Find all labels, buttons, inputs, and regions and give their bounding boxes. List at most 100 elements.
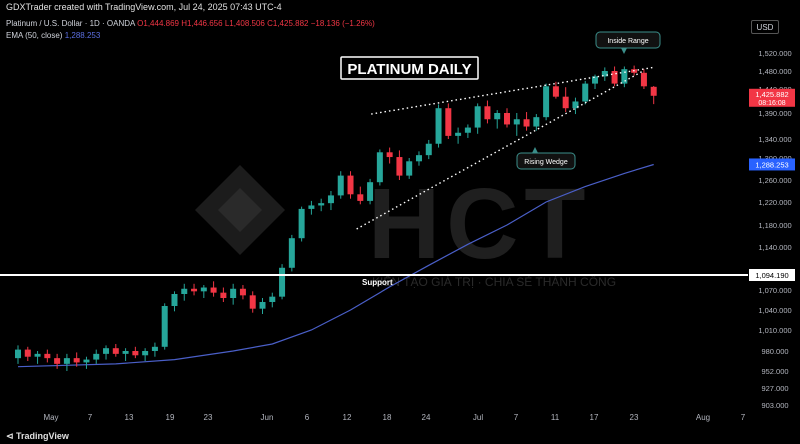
y-tick-label: 1,010.000 bbox=[758, 326, 791, 335]
candle-body bbox=[357, 194, 364, 201]
candle-body bbox=[523, 119, 530, 127]
symbol-legend: Platinum / U.S. Dollar · 1D · OANDA O1,4… bbox=[6, 19, 375, 28]
ema-legend-label[interactable]: EMA (50, close) bbox=[6, 31, 63, 40]
ohlc-high: H1,446.656 bbox=[181, 19, 223, 28]
footer-bar bbox=[0, 427, 800, 444]
candle-body bbox=[269, 296, 276, 302]
candle-body bbox=[415, 155, 422, 162]
tradingview-brand: TradingView bbox=[16, 431, 69, 441]
support-label: Support bbox=[362, 278, 393, 287]
x-tick-label: 23 bbox=[204, 413, 213, 422]
ema-legend: EMA (50, close) 1,288.253 bbox=[6, 31, 100, 40]
inside-range-pointer-icon bbox=[621, 48, 627, 54]
support-price-badge bbox=[749, 269, 795, 281]
candle-body bbox=[191, 288, 198, 292]
x-tick-label: May bbox=[43, 413, 58, 422]
x-tick-label: 17 bbox=[590, 413, 599, 422]
candle-body bbox=[621, 69, 628, 84]
ema-price-badge bbox=[749, 158, 795, 171]
last-price-countdown: 08:16:08 bbox=[758, 100, 785, 107]
y-tick-label: 952.000 bbox=[761, 367, 788, 376]
candle-body bbox=[34, 353, 41, 357]
candle-body bbox=[396, 157, 403, 176]
tradingview-logo-icon: ⊲ bbox=[6, 431, 17, 441]
candle-body bbox=[54, 358, 61, 364]
x-tick-label: 7 bbox=[88, 413, 93, 422]
candle-body bbox=[151, 346, 158, 351]
candle-body bbox=[543, 86, 550, 118]
chart-title-box bbox=[340, 56, 479, 80]
inside-range-callout bbox=[595, 31, 661, 49]
candle-body bbox=[24, 349, 31, 357]
candle-body bbox=[435, 108, 442, 144]
candle-body bbox=[44, 353, 51, 359]
y-tick-label: 980.000 bbox=[761, 347, 788, 356]
y-tick-label: 1,390.000 bbox=[758, 109, 791, 118]
candle-body bbox=[455, 132, 462, 136]
candle-body bbox=[83, 359, 90, 363]
candle-body bbox=[132, 351, 139, 356]
attribution-bar: GDXTrader created with TradingView.com, … bbox=[0, 0, 800, 16]
ohlc-close: C1,425.882 bbox=[267, 19, 309, 28]
candle-body bbox=[464, 127, 471, 133]
x-tick-label: 7 bbox=[741, 413, 746, 422]
x-tick-label: Jun bbox=[261, 413, 274, 422]
rising-wedge-callout bbox=[516, 152, 576, 170]
candle-body bbox=[582, 83, 589, 102]
candle-body bbox=[63, 358, 70, 364]
y-tick-label: 927.000 bbox=[761, 384, 788, 393]
candle-body bbox=[230, 288, 237, 298]
candle-body bbox=[327, 195, 334, 204]
candle-body bbox=[376, 152, 383, 183]
y-tick-label: 1,140.000 bbox=[758, 243, 791, 252]
ohlc-open: O1,444.869 bbox=[137, 19, 179, 28]
x-tick-label: 6 bbox=[305, 413, 310, 422]
candle-body bbox=[650, 86, 657, 96]
y-tick-label: 1,220.000 bbox=[758, 198, 791, 207]
x-tick-label: 24 bbox=[422, 413, 431, 422]
candle-body bbox=[181, 288, 188, 294]
candle-body bbox=[298, 208, 305, 239]
candle-body bbox=[200, 287, 207, 292]
tradingview-logo[interactable]: ⊲ TradingView bbox=[6, 431, 69, 442]
candle-body bbox=[210, 287, 217, 293]
candle-body bbox=[279, 267, 286, 297]
candle-body bbox=[318, 203, 325, 206]
watermark-tagline: KIẾN TẠO GIÁ TRỊ · CHIA SẺ THÀNH CÔNG bbox=[372, 274, 616, 289]
candle-body bbox=[73, 358, 80, 363]
candle-body bbox=[513, 119, 520, 125]
y-tick-label: 1,040.000 bbox=[758, 306, 791, 315]
watermark-diamond-inner-icon bbox=[218, 188, 262, 232]
symbol-name[interactable]: Platinum / U.S. Dollar · 1D · OANDA bbox=[6, 19, 135, 28]
candle-body bbox=[640, 72, 647, 87]
wedge-upper-line bbox=[371, 66, 654, 115]
candle-body bbox=[406, 161, 413, 176]
candle-body bbox=[93, 353, 100, 360]
candle-body bbox=[601, 71, 608, 77]
ema-legend-value: 1,288.253 bbox=[64, 31, 101, 40]
x-tick-label: 11 bbox=[551, 413, 560, 422]
attribution-text: GDXTrader created with TradingView.com, … bbox=[6, 2, 282, 12]
last-price-value: 1,425.882 bbox=[755, 90, 788, 99]
candle-body bbox=[611, 71, 618, 84]
ohlc-low: L1,408.506 bbox=[224, 19, 265, 28]
candle-body bbox=[474, 106, 481, 128]
candle-body bbox=[425, 143, 432, 156]
candle-body bbox=[15, 349, 21, 359]
ohlc-change: −18.136 (−1.26%) bbox=[310, 19, 375, 28]
x-tick-label: 18 bbox=[383, 413, 392, 422]
y-tick-label: 1,180.000 bbox=[758, 221, 791, 230]
currency-button[interactable]: USD bbox=[751, 20, 779, 34]
x-tick-label: 7 bbox=[514, 413, 519, 422]
rising-wedge-label: Rising Wedge bbox=[524, 159, 568, 166]
y-tick-label: 1,520.000 bbox=[758, 49, 791, 58]
rising-wedge-pointer-icon bbox=[532, 147, 538, 153]
y-tick-label: 1,260.000 bbox=[758, 176, 791, 185]
candle-body bbox=[337, 175, 344, 196]
candle-body bbox=[484, 106, 491, 120]
ema-price-value: 1,288.253 bbox=[755, 160, 788, 169]
x-tick-label: 12 bbox=[343, 413, 352, 422]
candle-body bbox=[308, 205, 315, 209]
candle-body bbox=[161, 306, 168, 347]
